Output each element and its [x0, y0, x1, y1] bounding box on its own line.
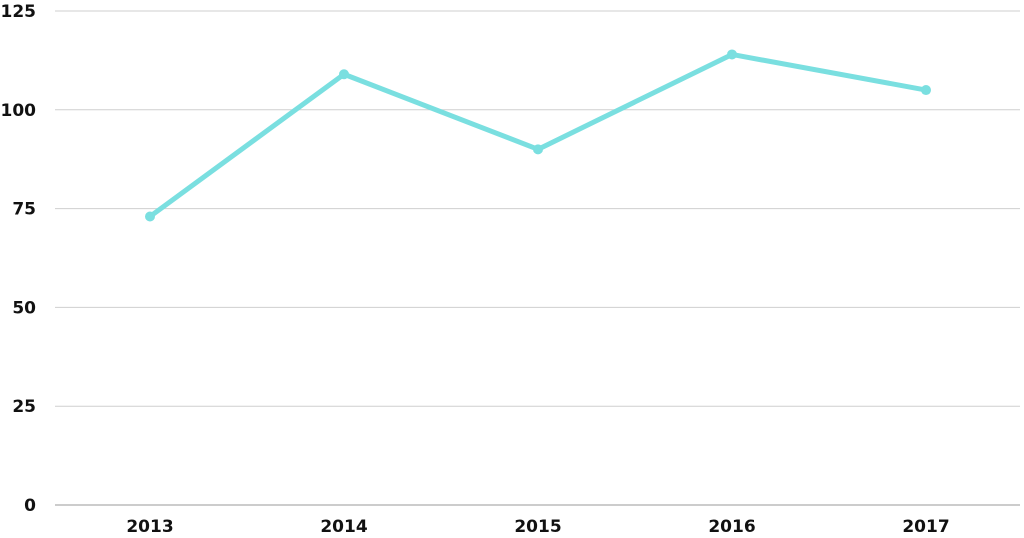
y-axis-ticks: 0 25 50 75 100 125 [1, 2, 37, 516]
x-axis-ticks: 2013 2014 2015 2016 2017 [126, 517, 949, 537]
y-tick-label-50: 50 [12, 298, 36, 318]
x-tick-label-2013: 2013 [126, 517, 173, 537]
x-tick-label-2015: 2015 [514, 517, 561, 537]
series-line-0 [147, 51, 929, 220]
y-tick-label-0: 0 [24, 496, 36, 516]
y-tick-label-75: 75 [12, 200, 36, 220]
grid-lines [55, 10, 1020, 506]
x-tick-label-2017: 2017 [902, 517, 949, 537]
y-tick-label-100: 100 [1, 101, 37, 121]
data-point-2014 [339, 69, 349, 80]
data-point-2016 [727, 49, 737, 60]
data-point-2017 [921, 85, 931, 96]
data-point-2013 [145, 211, 155, 222]
data-point-2015 [533, 144, 543, 155]
y-tick-label-25: 25 [12, 397, 36, 417]
y-tick-label-125: 125 [1, 2, 37, 22]
x-tick-label-2016: 2016 [708, 517, 755, 537]
series-layer [145, 49, 931, 222]
x-tick-label-2014: 2014 [320, 517, 367, 537]
